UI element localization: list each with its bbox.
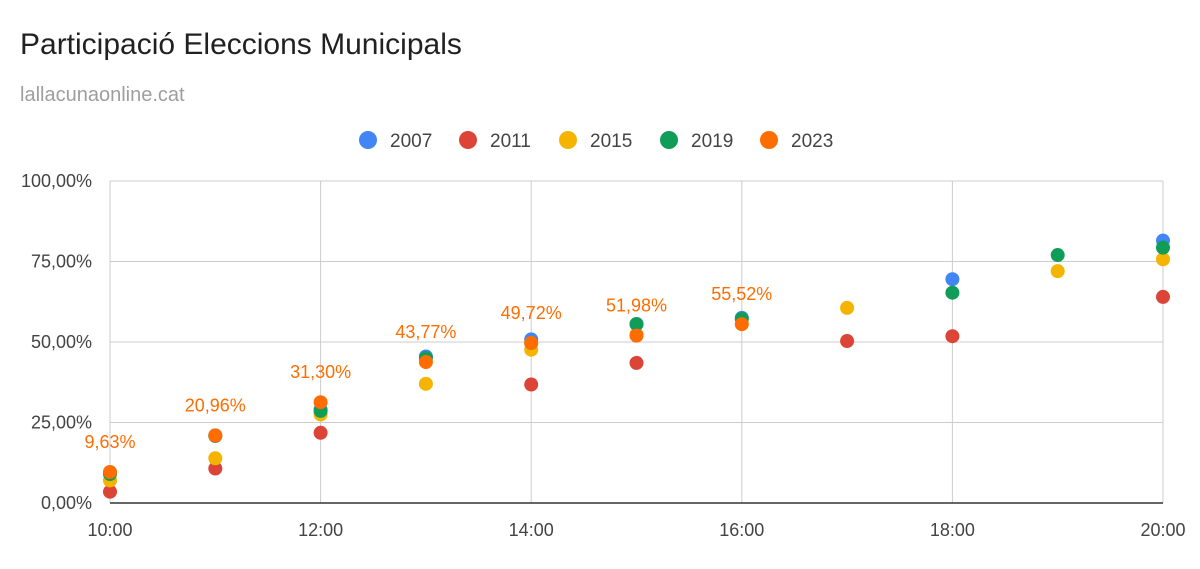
legend-label-2023: 2023 [791,131,833,152]
legend-label-2007: 2007 [390,131,432,152]
point-2011 [313,425,328,440]
y-tick-label: 0,00% [41,493,92,513]
x-tick-label: 12:00 [298,520,343,540]
legend-marker-2015 [559,131,577,149]
point-2023 [524,335,539,350]
point-2023 [103,464,117,479]
chart-title: Participació Eleccions Municipals [20,28,462,61]
point-2011 [840,334,855,349]
x-tick-label: 10:00 [87,520,132,540]
point-2023 [208,428,223,443]
point-2019 [1156,240,1170,255]
point-2011 [629,355,644,370]
data-label-2023: 43,77% [395,322,456,342]
point-2011 [945,329,960,344]
data-label-2023: 31,30% [290,362,351,382]
data-label-2023: 20,96% [185,396,246,416]
legend-marker-2007 [359,131,377,149]
y-tick-label: 25,00% [31,413,92,433]
data-label-2023: 51,98% [606,296,667,316]
point-2023 [418,355,433,370]
data-label-2023: 55,52% [711,284,772,304]
point-2015 [418,376,433,391]
data-label-2023: 49,72% [501,303,562,323]
point-2015 [1156,252,1170,267]
point-2019 [629,316,644,331]
legend-label-2015: 2015 [590,131,632,152]
point-2011 [208,461,223,476]
point-2007 [945,272,960,287]
legend-marker-2011 [459,131,477,149]
point-2011 [1156,289,1170,304]
legend-marker-2023 [760,131,778,149]
point-2023 [629,328,644,343]
point-2023 [313,395,328,410]
point-2011 [524,377,539,392]
legend-marker-2019 [660,131,678,149]
point-2015 [1050,264,1065,279]
x-tick-label: 16:00 [719,520,764,540]
x-tick-label: 20:00 [1140,520,1185,540]
legend-label-2011: 2011 [490,131,531,152]
point-2019 [945,285,960,300]
x-tick-label: 18:00 [930,520,975,540]
point-2011 [103,484,117,499]
point-2015 [840,300,855,315]
point-2023 [734,317,749,332]
data-label-2023: 9,63% [84,432,135,452]
legend-label-2019: 2019 [691,131,733,152]
y-tick-label: 100,00% [21,171,92,191]
y-tick-label: 50,00% [31,332,92,352]
point-2019 [1050,248,1065,263]
y-tick-label: 75,00% [31,252,92,272]
chart-subtitle: lallacunaonline.cat [20,84,185,106]
x-tick-label: 14:00 [509,520,554,540]
point-2015 [208,451,223,466]
